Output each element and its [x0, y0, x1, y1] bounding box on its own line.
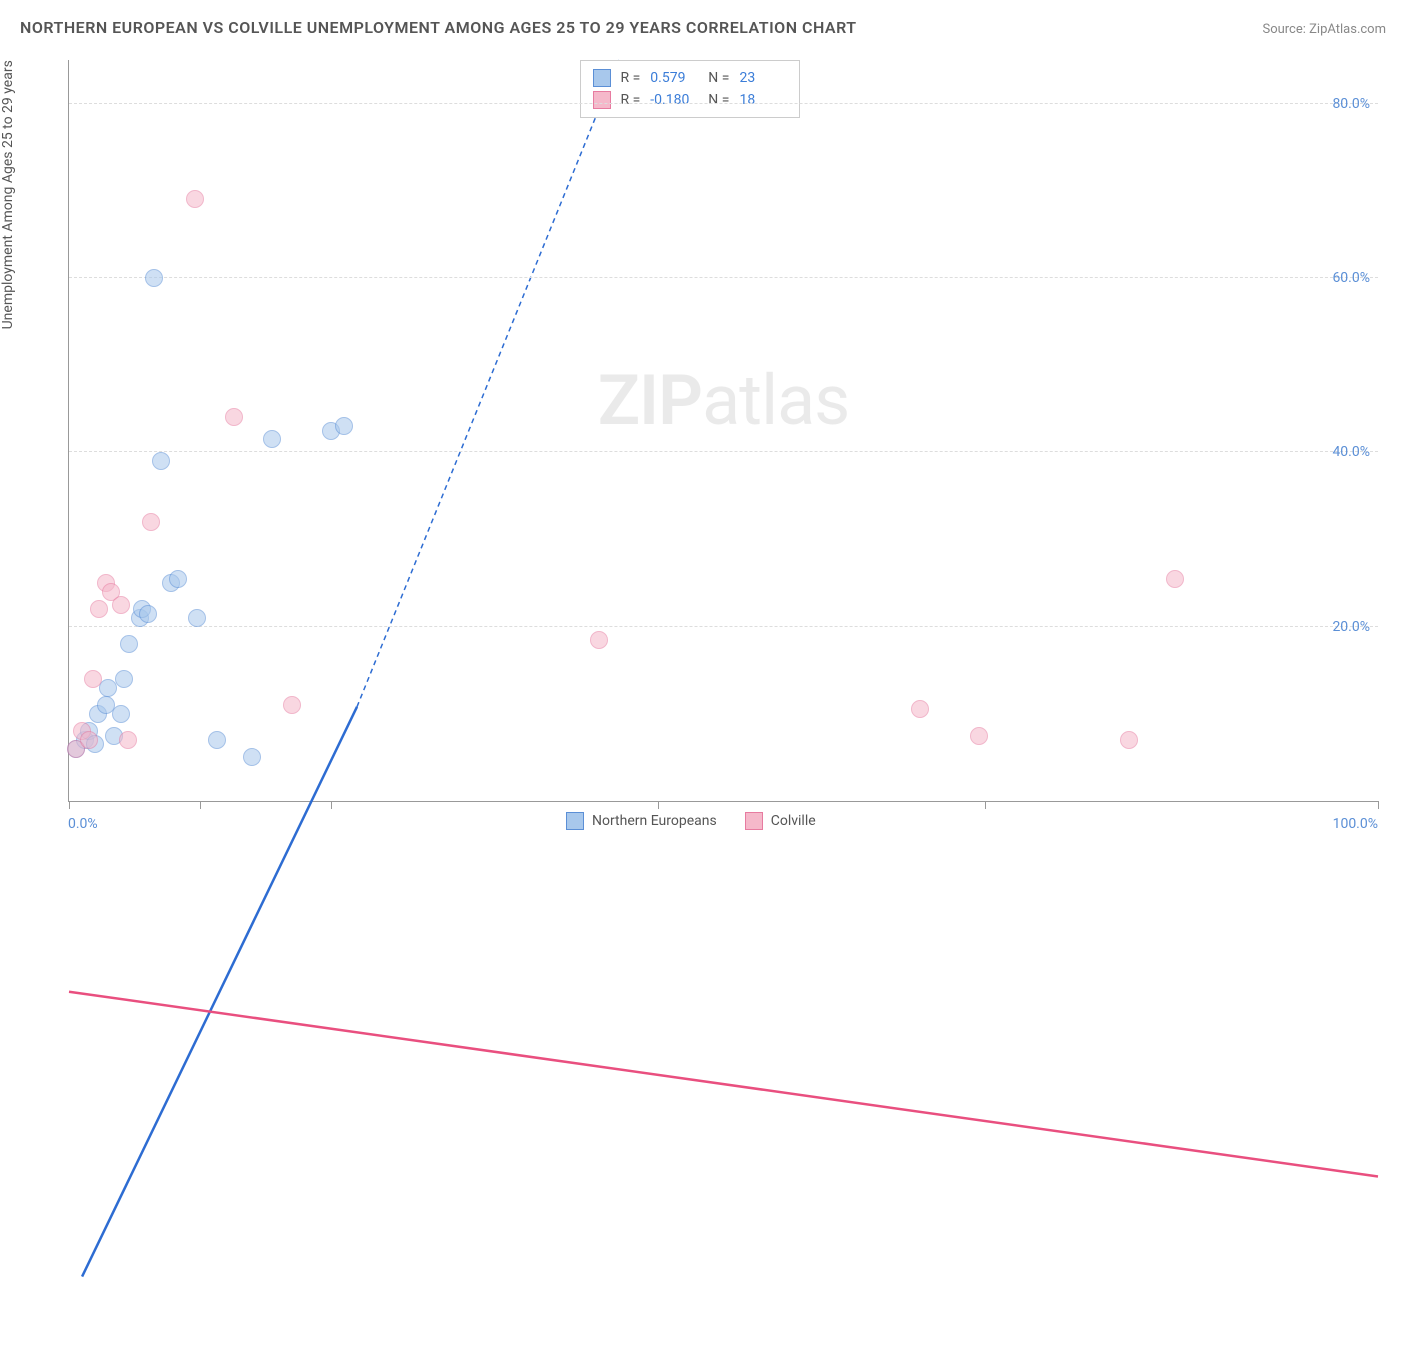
y-tick-label: 20.0% [1332, 619, 1370, 635]
data-point [188, 609, 206, 627]
y-tick-label: 60.0% [1332, 270, 1370, 286]
y-tick-label: 40.0% [1332, 444, 1370, 460]
data-point [208, 731, 226, 749]
n-label: N = [708, 92, 729, 108]
correlation-legend-row: R = 0.579 N = 23 [593, 67, 788, 89]
correlation-legend-row: R = -0.180 N = 18 [593, 89, 788, 111]
n-value-1: 18 [739, 92, 787, 108]
source-attribution: Source: ZipAtlas.com [1262, 22, 1386, 37]
gridline [69, 626, 1378, 627]
chart-title: NORTHERN EUROPEAN VS COLVILLE UNEMPLOYME… [20, 18, 857, 37]
data-point [186, 190, 204, 208]
x-tick-min: 0.0% [68, 816, 98, 832]
legend-swatch-series-0 [593, 69, 611, 87]
x-tick [331, 801, 332, 809]
legend-label: Colville [771, 813, 816, 829]
x-tick [200, 801, 201, 809]
data-point [970, 727, 988, 745]
data-point [115, 670, 133, 688]
data-point [112, 705, 130, 723]
gridline [69, 103, 1378, 104]
gridline [69, 277, 1378, 278]
legend-item: Northern Europeans [566, 812, 717, 830]
data-point [225, 408, 243, 426]
n-value-0: 23 [739, 70, 787, 86]
data-point [84, 670, 102, 688]
data-point [142, 513, 160, 531]
n-label: N = [708, 70, 729, 86]
legend-swatch-icon [745, 812, 763, 830]
x-tick-max: 100.0% [1333, 816, 1378, 832]
r-value-1: -0.180 [650, 92, 698, 108]
data-point [119, 731, 137, 749]
legend-swatch-series-1 [593, 91, 611, 109]
data-point [139, 605, 157, 623]
data-point [283, 696, 301, 714]
r-label: R = [621, 92, 641, 108]
chart-container: Unemployment Among Ages 25 to 29 years Z… [18, 50, 1388, 862]
data-point [1120, 731, 1138, 749]
data-point [152, 452, 170, 470]
trend-line [69, 992, 1378, 1177]
y-tick-label: 80.0% [1332, 96, 1370, 112]
y-axis-label: Unemployment Among Ages 25 to 29 years [0, 60, 16, 329]
data-point [263, 430, 281, 448]
legend-swatch-icon [566, 812, 584, 830]
x-tick [69, 801, 70, 809]
data-point [169, 570, 187, 588]
data-point [112, 596, 130, 614]
data-point [335, 417, 353, 435]
data-point [80, 731, 98, 749]
data-point [243, 748, 261, 766]
gridline [69, 451, 1378, 452]
x-tick [985, 801, 986, 809]
trend-line [82, 707, 357, 1277]
data-point [120, 635, 138, 653]
r-value-0: 0.579 [650, 70, 698, 86]
trend-lines-svg [69, 60, 1378, 1369]
r-label: R = [621, 70, 641, 86]
series-legend: Northern Europeans Colville [566, 812, 816, 830]
data-point [1166, 570, 1184, 588]
data-point [590, 631, 608, 649]
legend-item: Colville [745, 812, 816, 830]
correlation-legend: R = 0.579 N = 23 R = -0.180 N = 18 [580, 60, 801, 118]
legend-label: Northern Europeans [592, 813, 717, 829]
data-point [145, 269, 163, 287]
data-point [90, 600, 108, 618]
trend-line-extrapolation [357, 60, 619, 707]
data-point [911, 700, 929, 718]
plot-area: ZIPatlas R = 0.579 N = 23 R = -0.180 N =… [68, 60, 1378, 802]
x-tick [1378, 801, 1379, 809]
x-tick [658, 801, 659, 809]
